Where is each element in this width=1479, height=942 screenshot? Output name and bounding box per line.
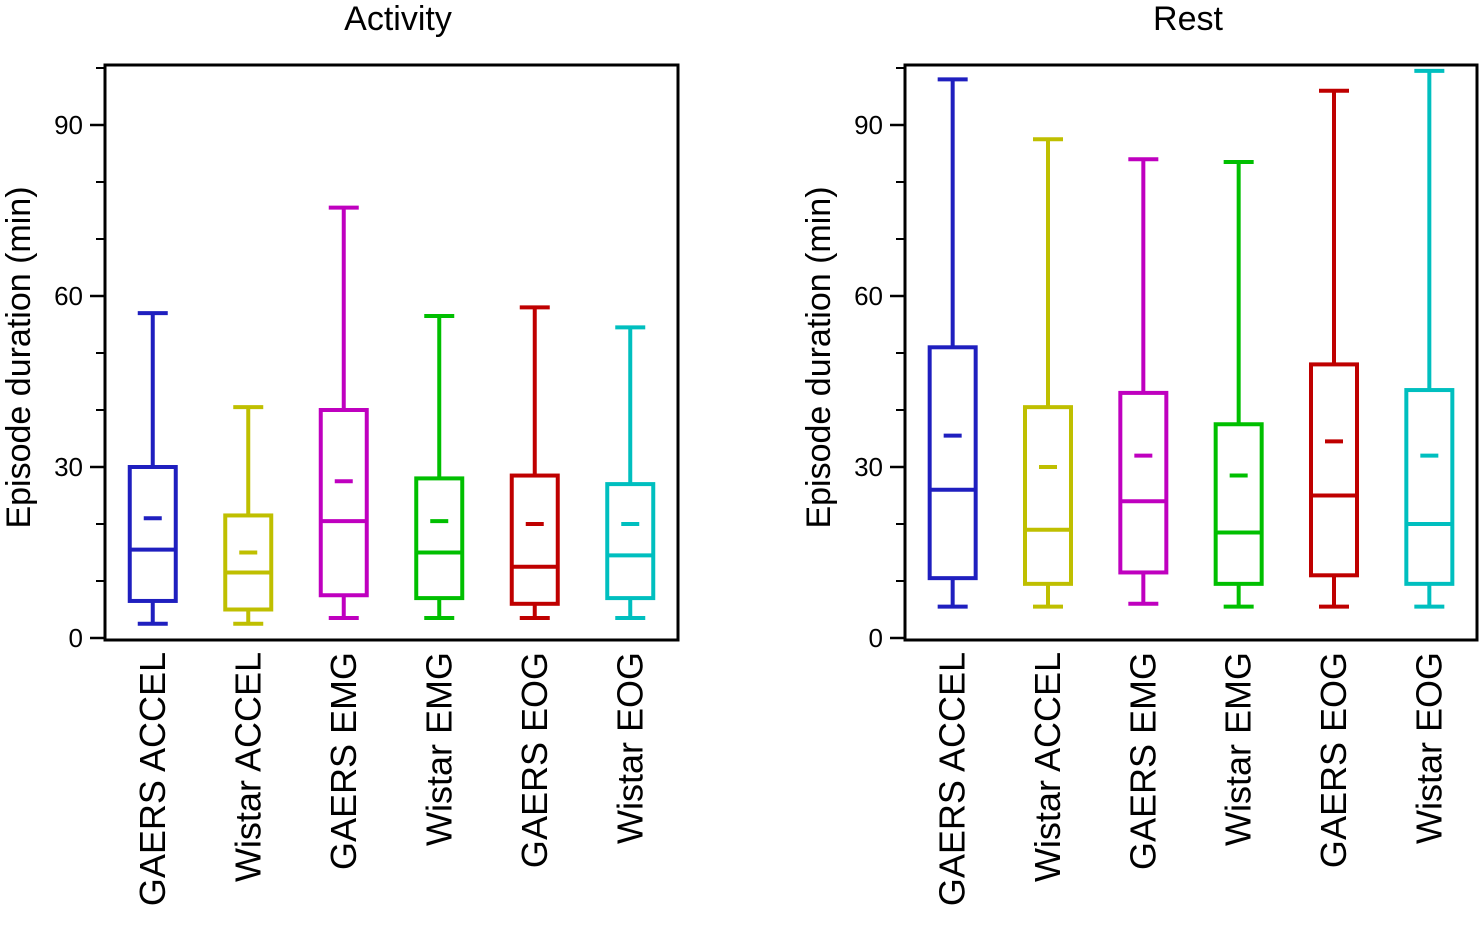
- box-2: [223, 405, 274, 626]
- x-category-label: Wistar EOG: [1408, 652, 1449, 844]
- iqr-box: [1118, 390, 1169, 575]
- activity-panel: Activity Episode duration (min) 0 30 60 90 GAE…: [0, 0, 680, 906]
- x-category-label: Wistar ACCEL: [227, 652, 268, 882]
- box-6: [1404, 68, 1455, 609]
- y-tick-label: 0: [69, 623, 83, 653]
- iqr-box: [509, 473, 560, 606]
- y-axis-label: Episode duration (min): [0, 186, 38, 528]
- y-axis-label: Episode duration (min): [800, 186, 838, 528]
- box-5: [509, 305, 560, 621]
- y-tick-label: 0: [869, 623, 883, 653]
- box-4: [1213, 160, 1264, 609]
- chart-title: Activity: [344, 0, 452, 38]
- iqr-box: [927, 345, 978, 581]
- iqr-box: [1023, 405, 1073, 586]
- x-category-label: Wistar ACCEL: [1027, 652, 1068, 882]
- box-1: [127, 311, 178, 626]
- iqr-box: [414, 476, 465, 601]
- x-category-label: Wistar EMG: [418, 652, 459, 846]
- y-tick-label: 90: [854, 110, 883, 140]
- box-5: [1309, 88, 1359, 609]
- box-6: [605, 325, 656, 621]
- rest-panel: Rest Episode duration (min) 0 30 60 90 GAERS A…: [800, 0, 1479, 906]
- box-1: [927, 77, 978, 609]
- iqr-box: [1309, 362, 1359, 578]
- x-category-label: GAERS EOG: [1313, 652, 1354, 868]
- y-tick-label: 90: [54, 110, 83, 140]
- y-tick-label: 60: [854, 281, 883, 311]
- x-category-label: Wistar EOG: [609, 652, 650, 844]
- x-category-label: GAERS EOG: [514, 652, 555, 868]
- iqr-box: [1213, 422, 1264, 586]
- iqr-box: [127, 465, 178, 603]
- x-category-label: GAERS ACCEL: [932, 652, 973, 906]
- x-category-label: GAERS ACCEL: [132, 652, 173, 906]
- x-category-label: Wistar EMG: [1218, 652, 1259, 846]
- box-4: [414, 313, 465, 621]
- plot-frame: [903, 63, 1479, 642]
- iqr-box: [318, 408, 369, 598]
- x-category-label: GAERS EMG: [323, 652, 364, 870]
- iqr-box: [605, 482, 656, 601]
- y-tick-label: 30: [854, 452, 883, 482]
- iqr-box: [223, 513, 274, 612]
- box-3: [1118, 157, 1169, 606]
- box-3: [318, 205, 369, 621]
- plot-frame: [103, 63, 680, 642]
- chart-title: Rest: [1153, 0, 1223, 38]
- x-category-label: GAERS EMG: [1122, 652, 1163, 870]
- box-2: [1023, 137, 1073, 609]
- y-tick-label: 30: [54, 452, 83, 482]
- y-tick-label: 60: [54, 281, 83, 311]
- iqr-box: [1404, 388, 1455, 586]
